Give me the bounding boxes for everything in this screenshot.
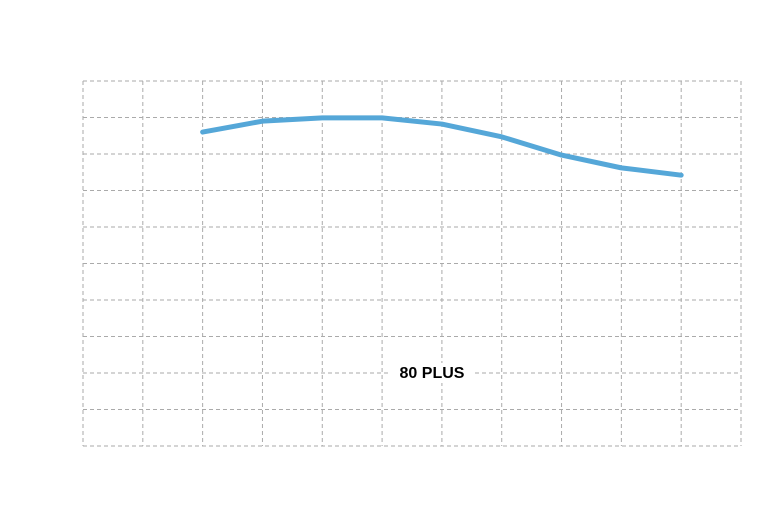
x-tick-label: 80 xyxy=(555,454,569,468)
y-tick-label: 30 xyxy=(62,329,76,343)
y-tick-label: 60 xyxy=(62,219,76,233)
y-tick-label: 80 xyxy=(62,146,76,160)
x-tick-label: 100 xyxy=(671,454,691,468)
annotation-bg xyxy=(390,363,474,383)
x-tick-label: 110 xyxy=(731,454,750,468)
x-tick-label: 0 xyxy=(80,454,87,468)
x-tick-label: 50 xyxy=(375,454,389,468)
y-tick-label: 90 xyxy=(62,110,76,124)
x-tick-label: 20 xyxy=(196,454,210,468)
y-tick-label: 100 xyxy=(55,73,75,87)
x-tick-label: 10 xyxy=(136,454,150,468)
efficiency-line xyxy=(200,115,684,178)
x-tick-label: 30 xyxy=(256,454,270,468)
x-tick-label: 90 xyxy=(615,454,629,468)
y-tick-label: 0 xyxy=(68,438,75,452)
x-tick-label: 70 xyxy=(495,454,509,468)
y-tick-label: 10 xyxy=(62,402,76,416)
y-tick-label: 40 xyxy=(62,292,76,306)
y-tick-label: 20 xyxy=(62,365,76,379)
annotation: 80 PLUS xyxy=(400,365,465,382)
y-tick-label: 70 xyxy=(62,183,76,197)
x-tick-label: 40 xyxy=(316,454,330,468)
x-tick-label: 60 xyxy=(435,454,449,468)
y-tick-label: 50 xyxy=(62,256,76,270)
